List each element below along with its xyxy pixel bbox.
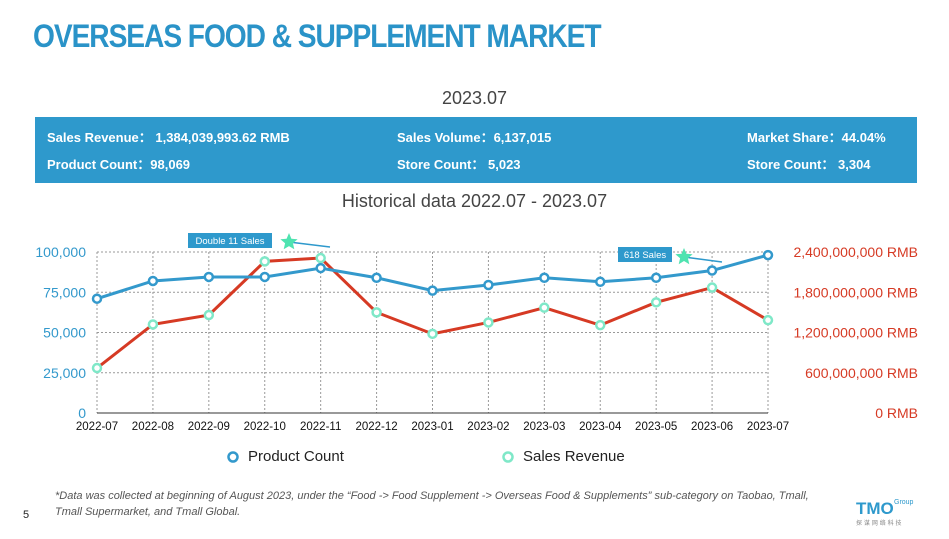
x-tick-label: 2022-07	[76, 421, 118, 433]
product-count-point	[147, 275, 159, 287]
annotation-star-icon	[675, 248, 693, 265]
legend-marker-product-count	[227, 451, 239, 463]
sales-revenue-point	[539, 302, 550, 313]
sales-revenue-point	[371, 307, 382, 318]
x-tick-label: 2023-05	[635, 421, 677, 433]
product-count-point	[91, 293, 103, 304]
product-count-point	[483, 279, 494, 291]
x-tick-label: 2023-07	[747, 421, 789, 433]
product-count-point	[595, 276, 606, 288]
logo-text: TMO	[856, 499, 894, 518]
x-tick-label: 2023-06	[691, 421, 733, 433]
annotation-pointer	[288, 241, 331, 248]
sales-revenue-point	[91, 362, 103, 374]
x-tick-label: 2022-12	[355, 421, 397, 433]
product-count-point	[259, 271, 270, 283]
legend-product-count: Product Count	[226, 448, 344, 465]
historical-title: Historical data 2022.07 - 2023.07	[341, 191, 608, 211]
sales-revenue-point	[595, 319, 606, 331]
stat-store-count-2: Store Count： 3,304	[747, 157, 871, 172]
tmo-group-logo: TMO Group 探 谋 网 络 科 技	[856, 499, 914, 527]
y-right-tick-label: 0 RMB	[875, 405, 918, 421]
annotation-label: 618 Sales	[624, 250, 667, 261]
legend-label-sales-revenue: Sales Revenue	[523, 448, 625, 465]
stats-panel: Sales Revenue： 1,384,039,993.62 RMB Sale…	[35, 117, 917, 183]
y-right-tick-label: 1,200,000,000 RMB	[793, 325, 918, 341]
x-tick-label: 2022-08	[132, 421, 174, 433]
annotation-pointer	[683, 256, 723, 263]
x-tick-label: 2022-10	[244, 421, 286, 433]
product-count-point	[371, 272, 382, 284]
legend-label-product-count: Product Count	[248, 448, 344, 465]
y-left-tick-label: 0	[78, 405, 86, 421]
product-count-point	[650, 272, 662, 284]
sales-revenue-point	[650, 297, 662, 308]
sales-revenue-point	[315, 252, 326, 264]
legend-marker-sales-revenue	[502, 451, 514, 463]
x-tick-label: 2023-02	[467, 421, 509, 433]
stat-product-count: Product Count：98,069	[47, 157, 191, 172]
product-count-point	[539, 272, 550, 284]
product-count-point	[427, 285, 438, 296]
y-right-tick-label: 600,000,000 RMB	[805, 365, 918, 381]
product-count-point	[706, 265, 718, 276]
annotation-label: Double 11 Sales	[195, 236, 264, 247]
period-label: 2023.07	[441, 88, 508, 108]
logo-tagline: 探 谋 网 络 科 技	[856, 519, 902, 527]
x-tick-label: 2023-04	[579, 421, 622, 433]
annotation-star-icon	[280, 233, 298, 250]
line-chart: 0 25,000 50,000 75,000 100,000 0 RMB 600,000,0…	[35, 233, 918, 433]
sales-revenue-point	[427, 328, 438, 340]
x-tick-label: 2022-09	[188, 421, 230, 433]
x-tick-label: 2023-01	[411, 421, 453, 433]
logo-sub: Group	[894, 499, 914, 506]
stat-store-count-1: Store Count： 5,023	[397, 157, 521, 172]
footnote: *Data was collected at beginning of Augu…	[55, 490, 809, 518]
legend-sales-revenue: Sales Revenue	[501, 448, 625, 465]
x-tick-label: 2023-03	[523, 421, 565, 433]
stat-sales-revenue: Sales Revenue： 1,384,039,993.62 RMB	[47, 130, 290, 145]
page-number: 5	[23, 509, 30, 521]
stat-sales-volume: Sales Volume：6,137,015	[397, 130, 552, 145]
y-right-tick-label: 2,400,000,000 RMB	[793, 244, 918, 260]
sales-revenue-point	[706, 282, 718, 293]
product-count-point	[203, 271, 215, 283]
sales-revenue-point	[259, 256, 270, 267]
sales-revenue-point	[203, 309, 215, 321]
y-left-tick-label: 25,000	[43, 365, 86, 381]
annotation-box	[188, 233, 272, 248]
y-left-tick-label: 75,000	[43, 284, 86, 300]
stat-market-share: Market Share：44.04%	[747, 130, 886, 145]
y-left-tick-label: 50,000	[43, 325, 86, 341]
product-count-point	[762, 249, 774, 261]
sales-revenue-point	[483, 317, 494, 328]
y-right-tick-label: 1,800,000,000 RMB	[793, 284, 918, 300]
page-title: OVERSEAS FOOD & SUPPLEMENT MARKET	[33, 18, 602, 54]
sales-revenue-point	[762, 314, 774, 326]
x-tick-label: 2022-11	[300, 421, 341, 433]
annotation-box	[618, 247, 672, 262]
product-count-point	[315, 262, 326, 274]
sales-revenue-point	[147, 319, 159, 330]
y-left-tick-label: 100,000	[35, 244, 86, 260]
